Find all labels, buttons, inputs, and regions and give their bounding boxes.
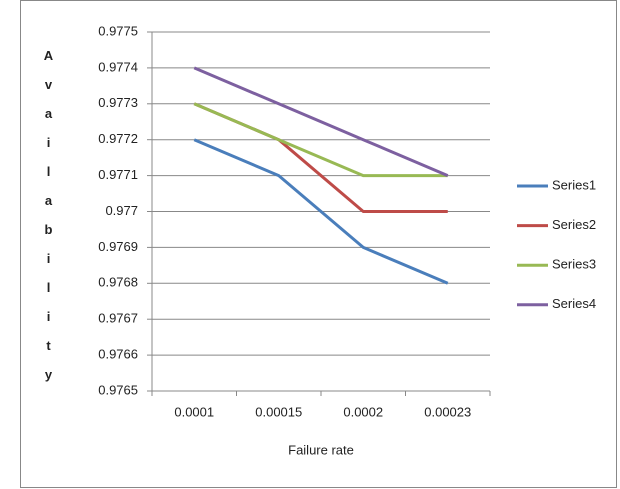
y-tick-label: 0.9772 [98, 131, 138, 146]
y-tick-label: 0.9766 [98, 347, 138, 362]
y-tick-label: 0.9775 [98, 23, 138, 38]
legend-label: Series2 [552, 217, 596, 232]
y-tick-label: 0.9767 [98, 311, 138, 326]
y-tick-label: 0.9765 [98, 382, 138, 397]
chart-border [20, 0, 617, 488]
series-line [193, 102, 448, 178]
legend-label: Series4 [552, 296, 596, 311]
x-tick-label: 0.00015 [255, 404, 302, 419]
y-tick-label: 0.977 [105, 203, 138, 218]
series-line [193, 138, 449, 285]
y-tick-label: 0.9773 [98, 95, 138, 110]
y-axis-title: Availability [41, 48, 56, 396]
y-tick-label: 0.9768 [98, 275, 138, 290]
x-tick-label: 0.00023 [424, 404, 471, 419]
legend-label: Series3 [552, 257, 596, 272]
x-tick-label: 0.0001 [174, 404, 214, 419]
legend-label: Series1 [552, 177, 596, 192]
x-tick-label: 0.0002 [343, 404, 383, 419]
y-tick-label: 0.9769 [98, 239, 138, 254]
y-tick-label: 0.9771 [98, 167, 138, 182]
y-tick-label: 0.9774 [98, 59, 138, 74]
series-line [193, 66, 449, 177]
x-axis-title: Failure rate [288, 442, 354, 457]
